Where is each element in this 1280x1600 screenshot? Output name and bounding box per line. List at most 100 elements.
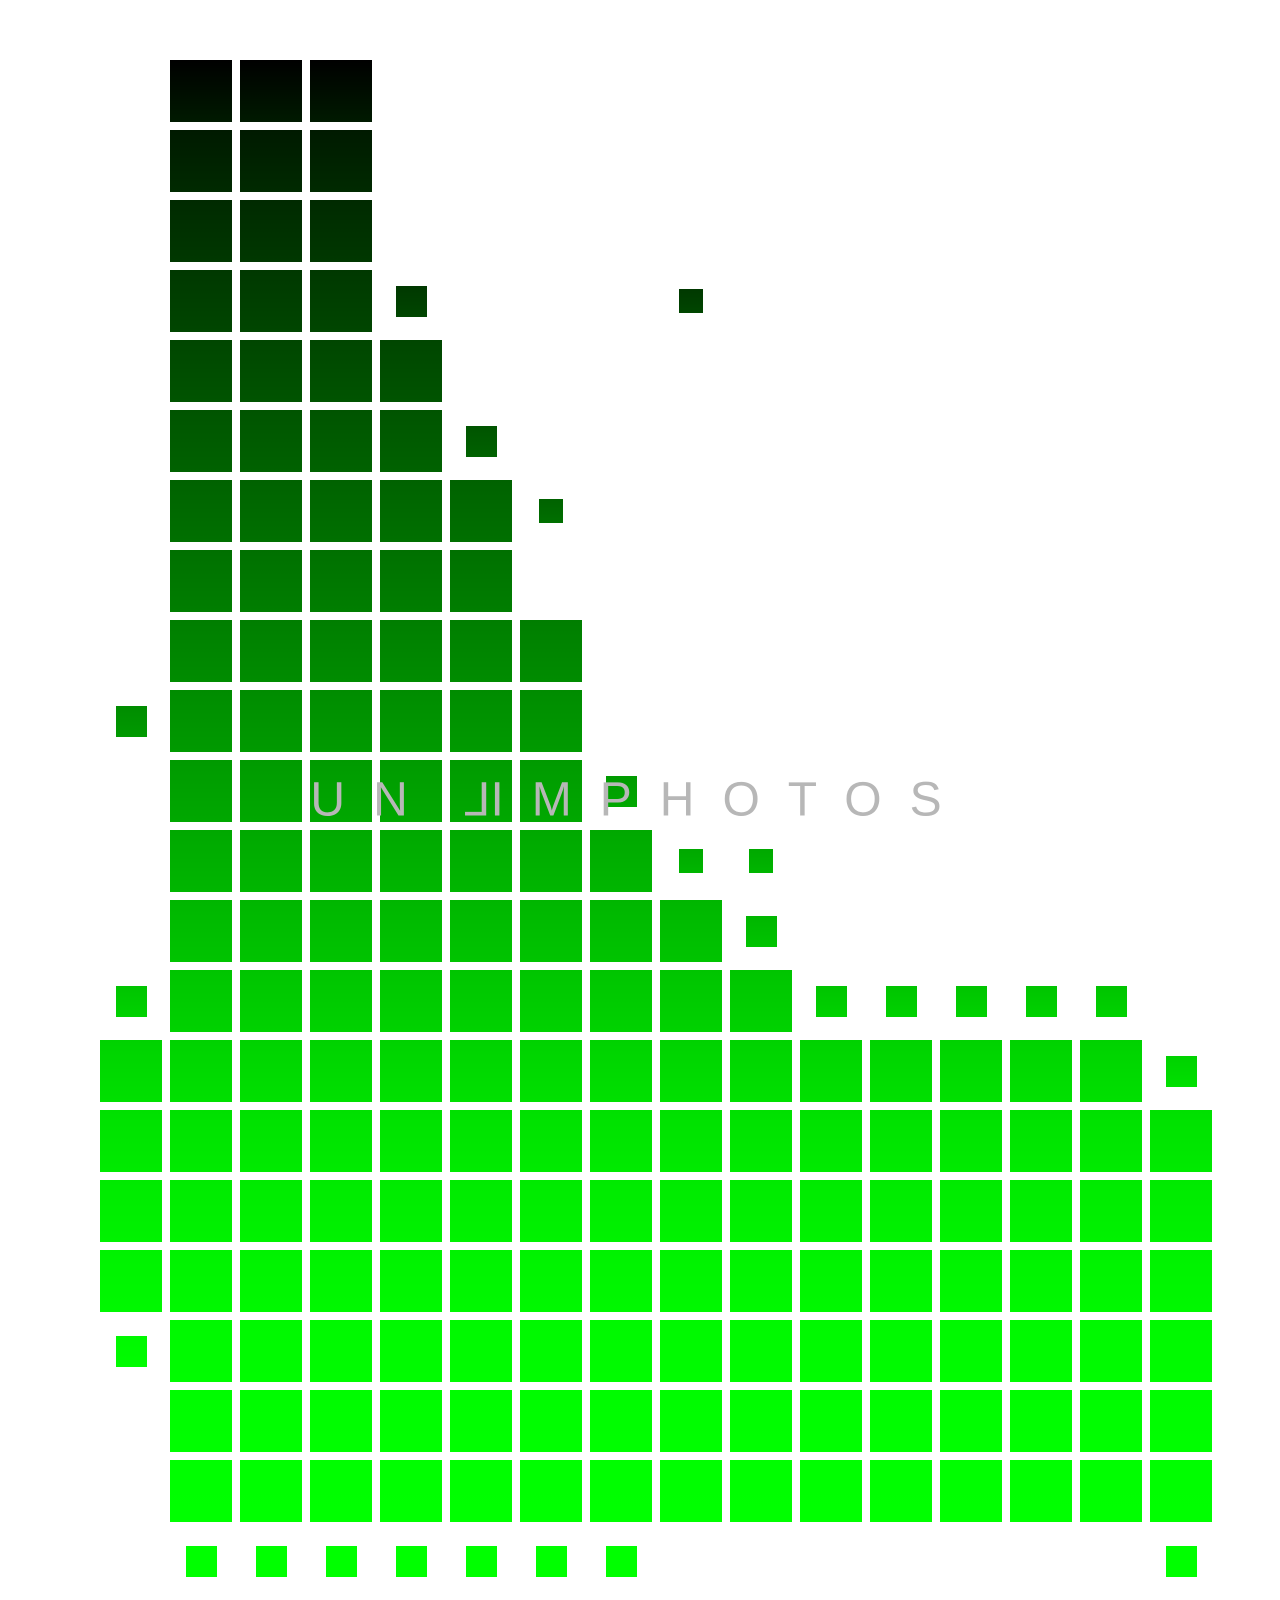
pixel-cell	[730, 1320, 792, 1382]
pixel-cell	[310, 340, 372, 402]
pixel-cell	[380, 1110, 442, 1172]
pixel-cell	[1080, 1180, 1142, 1242]
pixel-cell	[870, 1040, 932, 1102]
pixel-cell	[940, 1110, 1002, 1172]
pixel-cell	[240, 130, 302, 192]
pixel-cell	[170, 830, 232, 892]
pixel-cell	[450, 760, 512, 822]
pixel-cell	[660, 1460, 722, 1522]
pixel-cell	[170, 130, 232, 192]
pixel-cell	[800, 1460, 862, 1522]
pixel-cell	[450, 690, 512, 752]
pixel-cell	[396, 1546, 427, 1577]
pixel-cell	[100, 1250, 162, 1312]
pixel-cell	[520, 1250, 582, 1312]
pixel-cell	[450, 620, 512, 682]
pixel-cell	[450, 1180, 512, 1242]
pixel-cell	[310, 130, 372, 192]
pixel-cell	[1010, 1320, 1072, 1382]
pixel-cell	[186, 1546, 217, 1577]
pixel-cell	[730, 1040, 792, 1102]
pixel-cell	[310, 550, 372, 612]
pixel-cell	[940, 1040, 1002, 1102]
pixel-cell	[326, 1546, 357, 1577]
pixel-cell	[816, 986, 847, 1017]
pixel-cell	[240, 200, 302, 262]
pixel-cell	[380, 1460, 442, 1522]
pixel-cell	[800, 1390, 862, 1452]
pixel-map-canvas	[0, 0, 1280, 1600]
pixel-cell	[170, 1390, 232, 1452]
pixel-cell	[730, 1390, 792, 1452]
pixel-cell	[606, 776, 637, 807]
pixel-cell	[310, 760, 372, 822]
pixel-cell	[450, 1250, 512, 1312]
pixel-cell	[660, 900, 722, 962]
pixel-cell	[520, 1390, 582, 1452]
pixel-cell	[730, 1180, 792, 1242]
pixel-cell	[116, 986, 147, 1017]
pixel-cell	[116, 1336, 147, 1367]
pixel-cell	[450, 830, 512, 892]
pixel-cell	[1096, 986, 1127, 1017]
pixel-cell	[520, 830, 582, 892]
pixel-cell	[170, 270, 232, 332]
pixel-cell	[940, 1460, 1002, 1522]
pixel-cell	[450, 970, 512, 1032]
pixel-cell	[730, 1250, 792, 1312]
pixel-cell	[240, 60, 302, 122]
pixel-cell	[520, 1460, 582, 1522]
pixel-cell	[310, 410, 372, 472]
pixel-cell	[240, 1320, 302, 1382]
pixel-cell	[1026, 986, 1057, 1017]
pixel-cell	[310, 1320, 372, 1382]
pixel-cell	[520, 970, 582, 1032]
pixel-cell	[240, 1040, 302, 1102]
pixel-cell	[240, 1180, 302, 1242]
pixel-cell	[800, 1320, 862, 1382]
pixel-cell	[310, 60, 372, 122]
pixel-cell	[170, 1040, 232, 1102]
pixel-cell	[1010, 1040, 1072, 1102]
pixel-cell	[940, 1320, 1002, 1382]
pixel-cell	[520, 760, 582, 822]
pixel-cell	[310, 200, 372, 262]
pixel-cell	[870, 1110, 932, 1172]
pixel-cell	[1150, 1180, 1212, 1242]
pixel-cell	[466, 426, 497, 457]
pixel-cell	[450, 900, 512, 962]
pixel-cell	[116, 706, 147, 737]
pixel-cell	[100, 1040, 162, 1102]
pixel-cell	[380, 1250, 442, 1312]
pixel-cell	[380, 830, 442, 892]
pixel-cell	[450, 480, 512, 542]
pixel-cell	[450, 1320, 512, 1382]
pixel-cell	[520, 900, 582, 962]
pixel-cell	[520, 1180, 582, 1242]
pixel-cell	[800, 1180, 862, 1242]
pixel-cell	[800, 1110, 862, 1172]
pixel-cell	[886, 986, 917, 1017]
pixel-cell	[800, 1040, 862, 1102]
pixel-cell	[450, 550, 512, 612]
pixel-cell	[590, 1110, 652, 1172]
pixel-cell	[310, 830, 372, 892]
pixel-cell	[170, 1250, 232, 1312]
pixel-cell	[590, 900, 652, 962]
pixel-cell	[240, 1460, 302, 1522]
pixel-cell	[240, 480, 302, 542]
pixel-cell	[940, 1250, 1002, 1312]
pixel-cell	[380, 1180, 442, 1242]
pixel-cell	[730, 1460, 792, 1522]
pixel-cell	[170, 970, 232, 1032]
pixel-cell	[380, 550, 442, 612]
pixel-cell	[380, 970, 442, 1032]
pixel-cell	[520, 1110, 582, 1172]
pixel-cell	[170, 760, 232, 822]
pixel-cell	[450, 1040, 512, 1102]
pixel-cell	[380, 410, 442, 472]
pixel-cell	[380, 1390, 442, 1452]
pixel-cell	[1080, 1250, 1142, 1312]
pixel-cell	[170, 900, 232, 962]
pixel-cell	[660, 1250, 722, 1312]
